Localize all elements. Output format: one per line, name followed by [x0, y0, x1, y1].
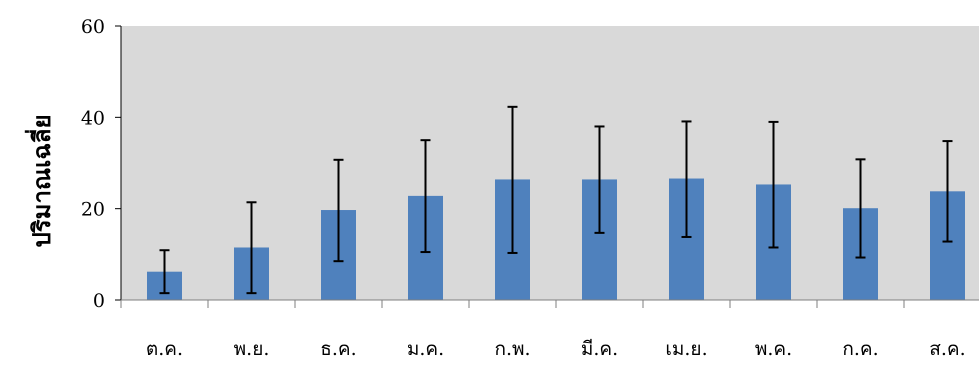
- error-bar-7: [681, 120, 692, 238]
- y-tick-label: 0: [93, 290, 105, 312]
- x-tick-label: มี.ค.: [581, 338, 618, 360]
- x-tick-label: ต.ค.: [146, 338, 183, 360]
- x-tick-label: เม.ย.: [665, 338, 707, 360]
- y-axis-title: ปริมาณเฉลี่ย: [24, 114, 56, 247]
- error-bar-10: [942, 140, 953, 243]
- x-tick-label: ธ.ค.: [320, 338, 356, 360]
- x-tick-label: ม.ค.: [407, 338, 444, 360]
- error-bar-2: [246, 201, 257, 295]
- axes-layer: [115, 25, 979, 308]
- y-tick-label: 20: [81, 199, 105, 221]
- error-bar-4: [420, 139, 431, 254]
- x-tick-labels: ต.ค. พ.ย. ธ.ค. ม.ค. ก.พ. มี.ค. เม.ย. พ.ค. ก.ค. ส.…: [146, 338, 966, 360]
- error-bar-6: [594, 125, 605, 234]
- error-bar-5: [507, 105, 518, 254]
- x-tick-label: พ.ย.: [234, 338, 270, 360]
- x-tick-label: ก.ค.: [842, 338, 878, 360]
- error-bars-layer: [159, 105, 953, 295]
- y-tick-label: 40: [81, 107, 105, 129]
- x-tick-label: พ.ค.: [755, 338, 792, 360]
- error-bar-1: [159, 249, 170, 295]
- error-bar-9: [855, 158, 866, 259]
- x-tick-label: ก.พ.: [494, 338, 530, 360]
- y-tick-label: 60: [81, 16, 105, 38]
- error-bar-3: [333, 158, 344, 263]
- error-bar-8: [768, 120, 779, 249]
- y-tick-labels: 0 20 40 60: [81, 16, 105, 312]
- x-tick-label: ส.ค.: [929, 338, 965, 360]
